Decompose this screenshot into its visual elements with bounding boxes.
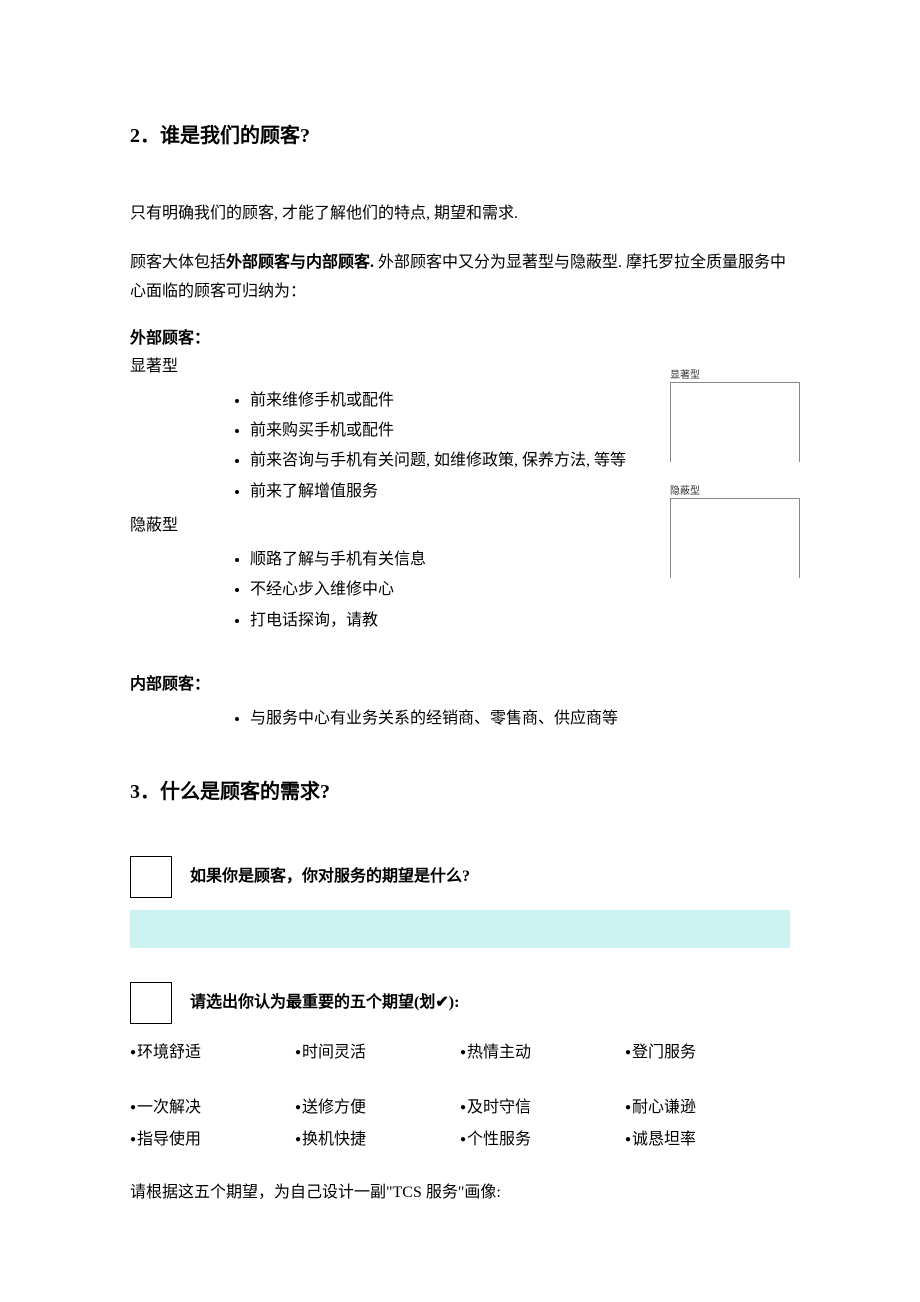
section-3-heading: 3．什么是顾客的需求? <box>130 776 790 808</box>
internal-list: 与服务中心有业务关系的经销商、零售商、供应商等 <box>250 704 790 734</box>
expectations-grid: 环境舒适 时间灵活 热情主动 登门服务 一次解决 送修方便 及时守信 耐心谦逊 … <box>130 1040 790 1153</box>
side-box-hidden <box>670 498 800 578</box>
list-item: 不经心步入维修中心 <box>250 575 790 605</box>
question-1-text: 如果你是顾客，你对服务的期望是什么? <box>190 864 470 890</box>
option-item[interactable]: 及时守信 <box>460 1095 625 1121</box>
option-item[interactable]: 耐心谦逊 <box>625 1095 790 1121</box>
question-1-row: 如果你是顾客，你对服务的期望是什么? <box>130 856 790 898</box>
checkbox-q2[interactable] <box>130 982 172 1024</box>
internal-label: 内部顾客： <box>130 672 790 698</box>
closing-instruction: 请根据这五个期望，为自己设计一副"TCS 服务"画像: <box>130 1179 790 1208</box>
question-2-row: 请选出你认为最重要的五个期望(划✔): <box>130 982 790 1024</box>
checkbox-q1[interactable] <box>130 856 172 898</box>
option-item[interactable]: 换机快捷 <box>295 1127 460 1153</box>
external-customers-block: 外部顾客： 显著型 显著型 前来维修手机或配件 前来购买手机或配件 前来咨询与手… <box>130 326 790 636</box>
question-2-text: 请选出你认为最重要的五个期望(划✔): <box>190 990 459 1016</box>
list-item: 与服务中心有业务关系的经销商、零售商、供应商等 <box>250 704 790 734</box>
s2-p2-bold: 外部顾客与内部顾客. <box>226 254 374 271</box>
option-item[interactable]: 指导使用 <box>130 1127 295 1153</box>
s2-definition-para: 顾客大体包括外部顾客与内部顾客. 外部顾客中又分为显著型与隐蔽型. 摩托罗拉全质… <box>130 249 790 307</box>
side-box-explicit <box>670 382 800 462</box>
option-item[interactable]: 环境舒适 <box>130 1040 295 1066</box>
s2-p2-pre: 顾客大体包括 <box>130 254 226 271</box>
s2-intro-para: 只有明确我们的顾客, 才能了解他们的特点, 期望和需求. <box>130 200 790 229</box>
section-2-heading: 2．谁是我们的顾客? <box>130 120 790 152</box>
list-item: 打电话探询，请教 <box>250 606 790 636</box>
external-label: 外部顾客： <box>130 326 790 352</box>
option-item[interactable]: 一次解决 <box>130 1095 295 1121</box>
option-item[interactable]: 热情主动 <box>460 1040 625 1066</box>
option-item[interactable]: 个性服务 <box>460 1127 625 1153</box>
option-item[interactable]: 诚恳坦率 <box>625 1127 790 1153</box>
option-item[interactable]: 登门服务 <box>625 1040 790 1066</box>
answer-highlight-bar <box>130 910 790 948</box>
option-item[interactable]: 时间灵活 <box>295 1040 460 1066</box>
option-item[interactable]: 送修方便 <box>295 1095 460 1121</box>
